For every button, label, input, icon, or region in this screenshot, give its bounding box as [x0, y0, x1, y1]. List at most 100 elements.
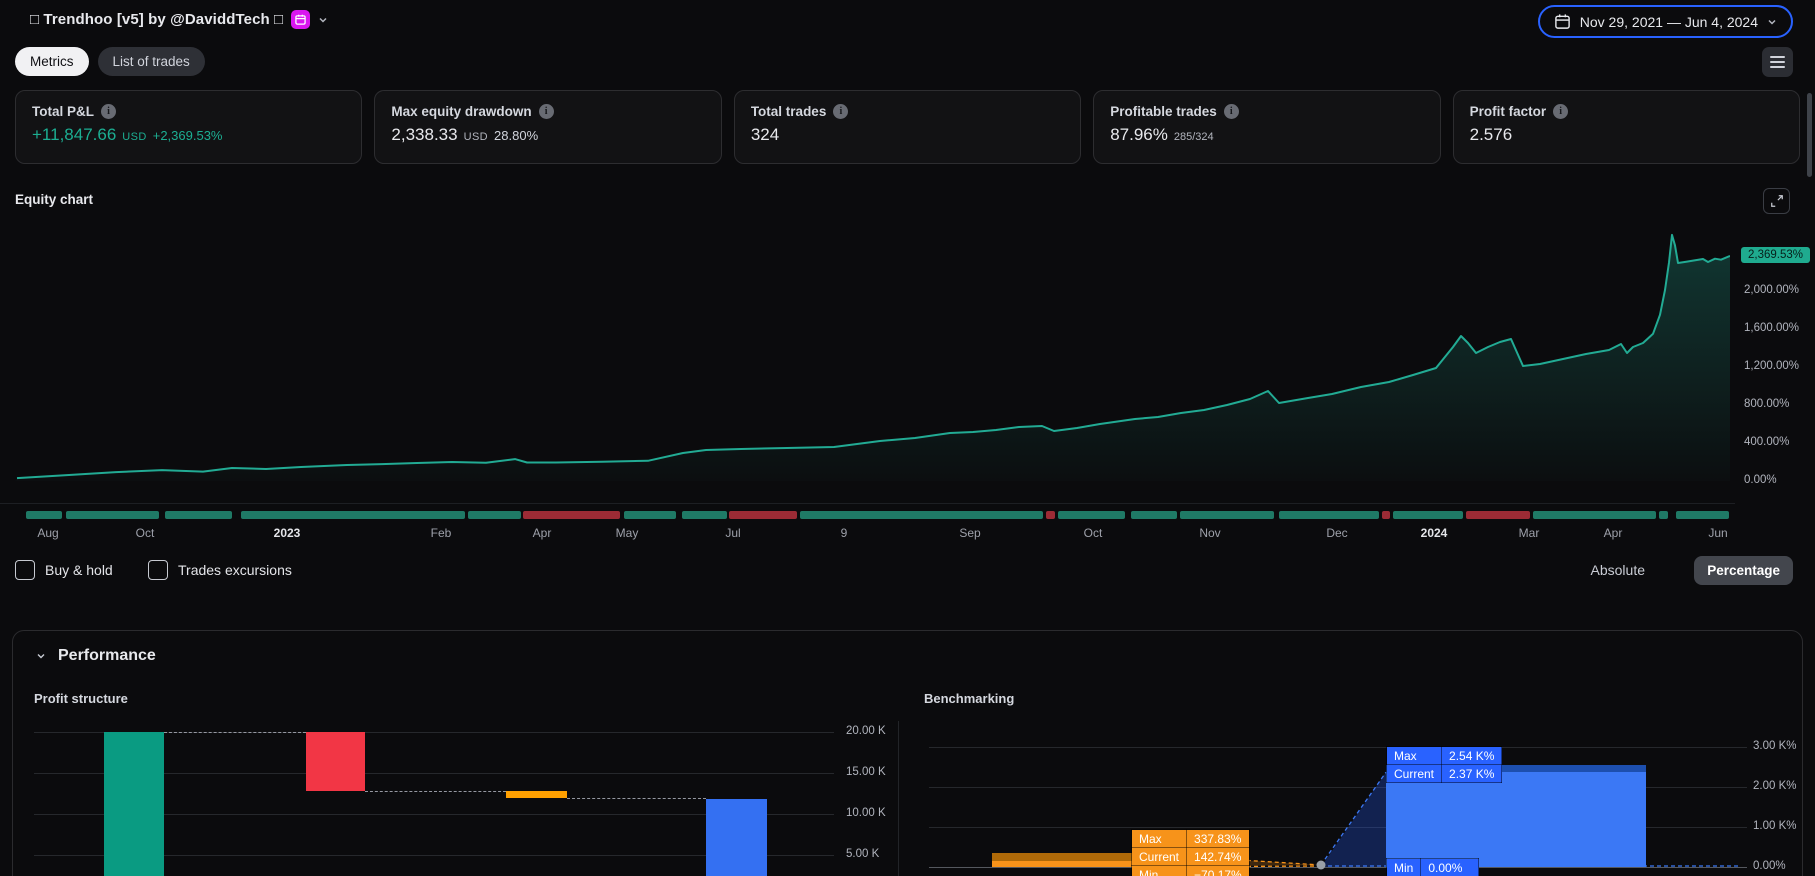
strategy-titlebar[interactable]: □ Trendhoo [v5] by @DaviddTech □	[30, 10, 328, 29]
equity-price-axis[interactable]: 2,369.53% 2,000.00% 1,600.00% 1,200.00% 800…	[1741, 0, 1815, 876]
net-profit-bar[interactable]	[706, 798, 767, 876]
layout-menu-button[interactable]	[1762, 47, 1793, 77]
equity-area-fill	[15, 234, 1730, 481]
gridline	[929, 867, 1747, 868]
winning-period-segment	[468, 511, 521, 519]
tab-metrics[interactable]: Metrics	[15, 47, 89, 76]
maximize-icon	[1770, 195, 1783, 207]
strategy-tooltip: Max 2.54 K% Current 2.37 K%	[1385, 746, 1503, 783]
buy-hold-label: Buy & hold	[45, 562, 113, 578]
chart-divider	[898, 721, 899, 876]
value-axis-label: 15.00 K	[846, 766, 886, 778]
metric-label: Profit factor	[1469, 104, 1547, 119]
profit-structure-chart[interactable]: 20.00 K 15.00 K 10.00 K 5.00 K	[34, 721, 914, 876]
date-range-picker[interactable]: Nov 29, 2021 — Jun 4, 2024	[1537, 5, 1793, 38]
winning-period-segment	[241, 511, 465, 519]
waterfall-connector	[365, 791, 506, 793]
tab-list-of-trades[interactable]: List of trades	[97, 47, 205, 76]
time-axis-label: 2023	[273, 526, 301, 540]
metric-unit: USD	[463, 131, 489, 143]
winning-period-segment	[800, 511, 1043, 519]
performance-header[interactable]: Performance	[36, 647, 156, 665]
metric-unit: USD	[122, 131, 147, 143]
waterfall-connector	[567, 798, 706, 800]
winning-period-segment	[1058, 511, 1125, 519]
time-axis-label: 9	[840, 526, 848, 540]
equity-time-axis[interactable]: Aug Oct 2023 Feb Apr May Jul 9 Sep Oct Nov Dec 2024 M…	[0, 526, 1760, 542]
winning-period-segment	[624, 511, 676, 519]
strategy-min-tooltip: Min 0.00%	[1385, 858, 1480, 876]
buy-hold-range-bar[interactable]	[992, 861, 1135, 867]
chevron-down-icon	[1768, 19, 1776, 25]
gridline	[929, 827, 1747, 828]
buy-hold-checkbox-group[interactable]: Buy & hold	[15, 560, 113, 580]
equity-curve-plot[interactable]	[15, 225, 1730, 481]
date-range-text: Nov 29, 2021 — Jun 4, 2024	[1579, 13, 1758, 30]
buy-hold-tooltip: Max 337.83% Current 142.74% Min −70.17%	[1130, 829, 1250, 876]
trades-excursions-checkbox-group[interactable]: Trades excursions	[148, 560, 292, 580]
origin-dot	[1316, 860, 1326, 870]
gridline	[34, 773, 834, 774]
time-axis-border	[0, 503, 1735, 504]
price-axis-label: 2,000.00%	[1744, 284, 1799, 296]
value-axis-label: 1.00 K%	[1753, 820, 1797, 832]
metric-label: Max equity drawdown	[391, 104, 532, 119]
card-profit-factor: Profit factor i 2.576	[1452, 90, 1801, 164]
time-axis-label: May	[615, 526, 639, 540]
trades-excursions-checkbox[interactable]	[148, 560, 168, 580]
strategy-range-bar[interactable]	[1386, 772, 1646, 867]
trades-excursions-label: Trades excursions	[178, 562, 292, 578]
toggle-percentage[interactable]: Percentage	[1694, 556, 1793, 585]
metric-value: 2.576	[1469, 125, 1513, 144]
time-axis-label: Oct	[1083, 526, 1103, 540]
gridline	[34, 814, 834, 815]
time-axis-label: Jun	[1708, 526, 1728, 540]
buy-hold-checkbox[interactable]	[15, 560, 35, 580]
metric-extra: +2,369.53%	[152, 128, 223, 143]
strategy-title: □ Trendhoo [v5] by @DaviddTech □	[30, 11, 284, 28]
price-axis-label: 1,200.00%	[1744, 360, 1799, 372]
winning-period-segment	[1180, 511, 1274, 519]
menu-icon	[1770, 56, 1785, 58]
benchmarking-title: Benchmarking	[924, 691, 1015, 706]
performance-section: Performance Profit structure Benchmarkin…	[12, 630, 1803, 876]
winning-period-segment	[1533, 511, 1656, 519]
losing-period-segment	[1046, 511, 1055, 519]
time-axis-label: Feb	[430, 526, 452, 540]
equity-controls: Buy & hold Trades excursions Absolute Pe…	[15, 556, 1800, 588]
trade-result-strip[interactable]	[0, 511, 1735, 519]
toggle-absolute[interactable]: Absolute	[1590, 562, 1645, 578]
winning-period-segment	[1131, 511, 1177, 519]
performance-title: Performance	[58, 647, 156, 664]
info-icon[interactable]: i	[538, 104, 554, 119]
time-axis-label: Oct	[135, 526, 155, 540]
benchmark-projection-overlay	[1134, 771, 1741, 870]
value-axis-label: 20.00 K	[846, 725, 886, 737]
benchmarking-chart[interactable]: 3.00 K% 2.00 K% 1.00 K% 0.00% Max 337.83% Curr…	[929, 721, 1815, 876]
gross-loss-bar[interactable]	[306, 732, 365, 792]
chevron-down-icon	[37, 654, 45, 659]
info-icon[interactable]: i	[833, 104, 849, 119]
info-icon[interactable]: i	[1223, 104, 1239, 119]
metric-value: 87.96%	[1110, 125, 1168, 144]
gridline	[929, 747, 1747, 748]
metric-label: Total P&L	[32, 104, 94, 119]
commission-bar[interactable]	[506, 791, 567, 798]
time-axis-label: Jul	[725, 526, 741, 540]
card-profitable-trades: Profitable trades i 87.96% 285/324	[1093, 90, 1441, 164]
info-icon[interactable]: i	[101, 104, 116, 119]
equity-chart-title: Equity chart	[15, 192, 94, 207]
price-axis-label: 400.00%	[1744, 436, 1790, 448]
gridline	[34, 855, 834, 856]
profit-structure-title: Profit structure	[34, 691, 128, 706]
winning-period-segment	[165, 511, 232, 519]
gross-profit-bar[interactable]	[104, 732, 164, 876]
card-max-drawdown: Max equity drawdown i 2,338.33 USD 28.80%	[374, 90, 722, 164]
info-icon[interactable]: i	[1553, 104, 1569, 119]
price-axis-label: 0.00%	[1744, 474, 1777, 486]
gridline	[34, 732, 834, 733]
page-scrollbar[interactable]	[1807, 93, 1812, 177]
expand-chart-button[interactable]	[1763, 188, 1790, 214]
time-axis-label: Nov	[1199, 526, 1221, 540]
value-axis-label: 2.00 K%	[1753, 780, 1797, 792]
